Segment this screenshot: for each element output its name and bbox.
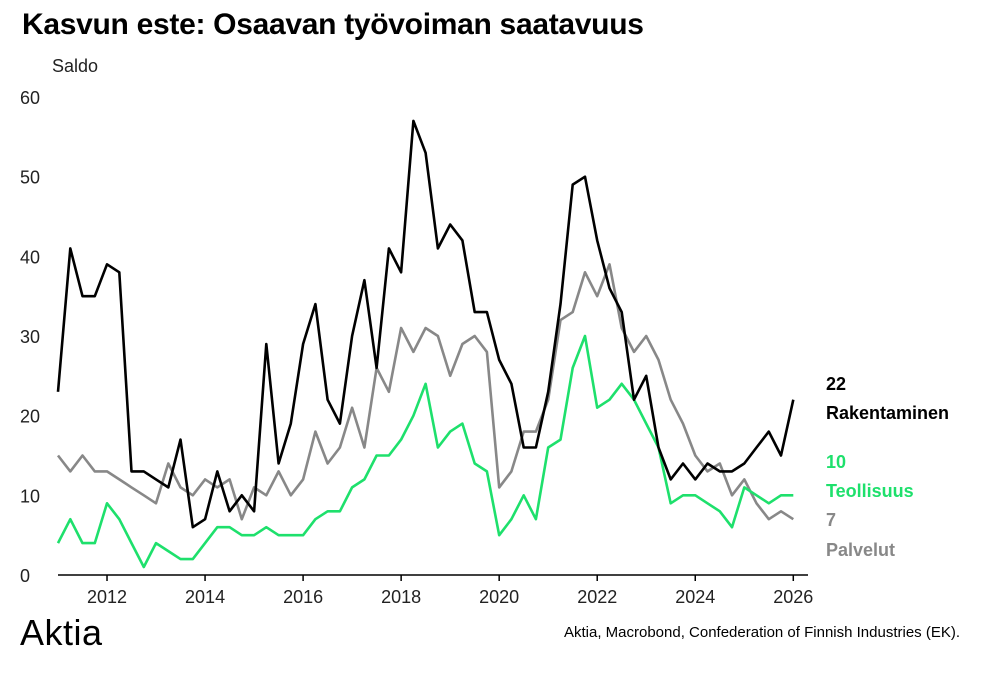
x-tick-label: 2024 <box>675 587 715 607</box>
source-note: Aktia, Macrobond, Confederation of Finni… <box>563 624 960 641</box>
y-tick-label: 10 <box>20 486 40 506</box>
end-value-teollisuus: 10 <box>826 452 846 472</box>
x-axis-ticks: 2012 2014 2016 2018 2020 2022 2024 2026 <box>87 575 813 607</box>
end-value-rakentaminen: 22 <box>826 374 846 394</box>
series-line-palvelut <box>56 262 795 521</box>
y-tick-label: 40 <box>20 247 40 267</box>
chart-title: Kasvun este: Osaavan työvoiman saatavuus <box>22 8 644 41</box>
end-name-teollisuus: Teollisuus <box>826 481 914 501</box>
x-tick-label: 2012 <box>87 587 127 607</box>
end-labels: 22 Rakentaminen 10 Teollisuus 7 Palvelut <box>826 374 949 560</box>
aktia-logo: Aktia <box>20 612 103 653</box>
y-tick-label: 30 <box>20 327 40 347</box>
series-line-teollisuus <box>56 334 794 569</box>
x-tick-label: 2026 <box>773 587 813 607</box>
y-axis-label: Saldo <box>52 56 98 76</box>
x-tick-label: 2014 <box>185 587 225 607</box>
x-tick-label: 2020 <box>479 587 519 607</box>
y-axis-ticks: 0 10 20 30 40 50 60 <box>20 88 40 586</box>
series-lines <box>56 119 795 569</box>
series-line-rakentaminen <box>56 119 795 529</box>
y-tick-label: 50 <box>20 168 40 188</box>
x-tick-label: 2016 <box>283 587 323 607</box>
end-value-palvelut: 7 <box>826 510 836 530</box>
y-tick-label: 20 <box>20 407 40 427</box>
x-tick-label: 2022 <box>577 587 617 607</box>
end-name-palvelut: Palvelut <box>826 540 895 560</box>
end-name-rakentaminen: Rakentaminen <box>826 403 949 423</box>
x-tick-label: 2018 <box>381 587 421 607</box>
y-tick-label: 0 <box>20 566 30 586</box>
y-tick-label: 60 <box>20 88 40 108</box>
